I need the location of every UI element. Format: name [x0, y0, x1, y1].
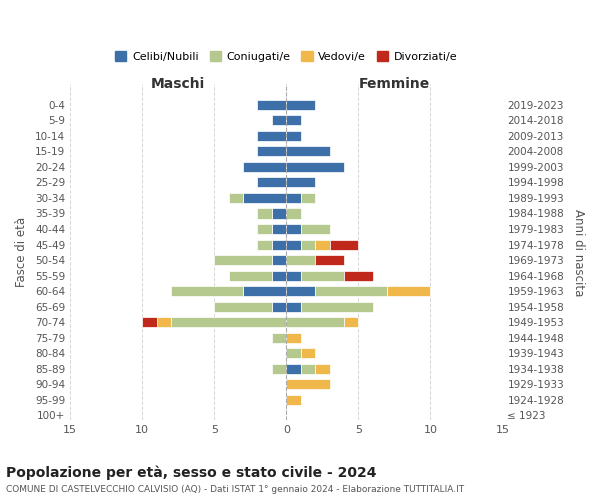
Bar: [243, 193, 286, 203]
Bar: [257, 131, 286, 141]
Bar: [272, 302, 286, 312]
Bar: [286, 193, 301, 203]
Text: Popolazione per età, sesso e stato civile - 2024: Popolazione per età, sesso e stato civil…: [6, 465, 377, 479]
Bar: [272, 224, 286, 234]
Bar: [286, 116, 301, 126]
Bar: [272, 240, 286, 250]
Bar: [272, 332, 286, 343]
Bar: [315, 364, 329, 374]
Bar: [257, 208, 272, 218]
Bar: [286, 380, 329, 390]
Bar: [286, 146, 329, 156]
Bar: [301, 270, 344, 280]
Bar: [142, 317, 157, 327]
Legend: Celibi/Nubili, Coniugati/e, Vedovi/e, Divorziati/e: Celibi/Nubili, Coniugati/e, Vedovi/e, Di…: [111, 46, 462, 66]
Bar: [315, 240, 329, 250]
Bar: [214, 255, 272, 265]
Bar: [301, 302, 373, 312]
Bar: [301, 224, 329, 234]
Bar: [257, 178, 286, 188]
Bar: [301, 240, 315, 250]
Bar: [344, 317, 358, 327]
Y-axis label: Fasce di età: Fasce di età: [15, 218, 28, 288]
Text: Femmine: Femmine: [359, 77, 430, 91]
Bar: [286, 332, 301, 343]
Bar: [286, 270, 301, 280]
Bar: [229, 270, 272, 280]
Bar: [286, 286, 315, 296]
Bar: [272, 364, 286, 374]
Bar: [171, 286, 243, 296]
Bar: [387, 286, 430, 296]
Bar: [272, 208, 286, 218]
Bar: [301, 193, 315, 203]
Bar: [243, 162, 286, 172]
Y-axis label: Anni di nascita: Anni di nascita: [572, 208, 585, 296]
Bar: [286, 208, 301, 218]
Bar: [286, 100, 315, 110]
Bar: [257, 240, 272, 250]
Bar: [157, 317, 171, 327]
Bar: [214, 302, 272, 312]
Bar: [301, 364, 315, 374]
Bar: [286, 364, 301, 374]
Bar: [286, 348, 301, 358]
Bar: [272, 270, 286, 280]
Bar: [286, 395, 301, 405]
Bar: [315, 286, 387, 296]
Bar: [286, 131, 301, 141]
Bar: [301, 348, 315, 358]
Bar: [286, 162, 344, 172]
Bar: [286, 317, 344, 327]
Bar: [286, 224, 301, 234]
Bar: [257, 100, 286, 110]
Bar: [272, 116, 286, 126]
Bar: [257, 224, 272, 234]
Text: COMUNE DI CASTELVECCHIO CALVISIO (AQ) - Dati ISTAT 1° gennaio 2024 - Elaborazion: COMUNE DI CASTELVECCHIO CALVISIO (AQ) - …: [6, 485, 464, 494]
Bar: [286, 178, 315, 188]
Bar: [272, 255, 286, 265]
Bar: [315, 255, 344, 265]
Bar: [286, 240, 301, 250]
Bar: [329, 240, 358, 250]
Bar: [257, 146, 286, 156]
Bar: [171, 317, 286, 327]
Bar: [286, 302, 301, 312]
Bar: [286, 255, 315, 265]
Bar: [344, 270, 373, 280]
Bar: [243, 286, 286, 296]
Bar: [229, 193, 243, 203]
Text: Maschi: Maschi: [151, 77, 205, 91]
